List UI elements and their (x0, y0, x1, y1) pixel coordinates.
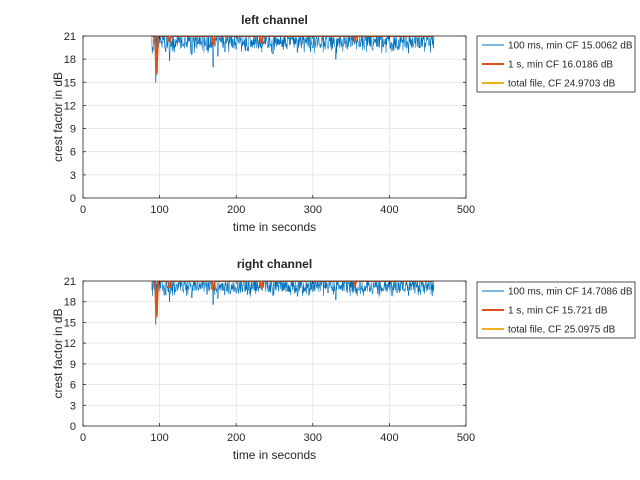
x-tick-label: 0 (80, 432, 86, 444)
x-tick-label: 200 (227, 432, 245, 444)
x-tick-label: 300 (304, 204, 322, 216)
y-axis-label: crest factor in dB (51, 308, 65, 398)
axes-box (82, 35, 467, 199)
y-tick-label: 6 (70, 380, 76, 392)
y-tick-label: 6 (70, 147, 76, 159)
x-tick-label: 0 (80, 204, 86, 216)
chart-title: left channel (241, 13, 308, 27)
x-tick-label: 100 (150, 432, 168, 444)
x-tick-label: 200 (227, 204, 245, 216)
x-axis-label: time in seconds (233, 448, 316, 462)
y-tick-label: 9 (70, 124, 76, 136)
series-1s-line (151, 36, 434, 75)
y-tick-label: 3 (70, 170, 76, 182)
y-tick-label: 18 (64, 54, 76, 66)
x-axis-label: time in seconds (233, 220, 316, 234)
plot-area (83, 281, 466, 426)
y-tick-label: 12 (64, 338, 76, 350)
legend-entry-label: total file, CF 24.9703 dB (508, 79, 616, 90)
legend: 100 ms, min CF 15.0062 dB 1 s, min CF 16.… (476, 35, 636, 93)
y-tick-label: 0 (70, 193, 76, 205)
chart-panel-2: 0 100 200 300 400 500 0 3 6 9 12 15 18 21 right channe… (51, 257, 636, 462)
axes-box (82, 280, 467, 427)
y-tick-label: 9 (70, 359, 76, 371)
legend-entry-label: total file, CF 25.0975 dB (508, 325, 616, 336)
chart-panel-1: 0 100 200 300 400 500 0 3 6 9 12 15 18 21 left channel… (51, 13, 636, 234)
y-tick-label: 12 (64, 100, 76, 112)
y-tick-label: 21 (64, 31, 76, 43)
y-tick-label: 15 (64, 317, 76, 329)
x-tick-label: 400 (380, 204, 398, 216)
y-axis-label: crest factor in dB (51, 72, 65, 162)
legend-entry-label: 1 s, min CF 15.721 dB (508, 306, 608, 317)
y-tick-label: 0 (70, 421, 76, 433)
plot-series (151, 36, 435, 83)
plot-series (151, 281, 435, 325)
x-tick-label: 100 (150, 204, 168, 216)
legend: 100 ms, min CF 14.7086 dB 1 s, min CF 15.… (476, 281, 636, 339)
y-tick-label: 18 (64, 297, 76, 309)
plot-area (83, 36, 466, 198)
legend-entry-label: 100 ms, min CF 14.7086 dB (508, 287, 633, 298)
x-tick-label: 400 (380, 432, 398, 444)
y-tick-label: 21 (64, 276, 76, 288)
y-tick-label: 3 (70, 400, 76, 412)
x-tick-label: 500 (457, 204, 475, 216)
legend-entry-label: 100 ms, min CF 15.0062 dB (508, 41, 633, 52)
x-tick-label: 500 (457, 432, 475, 444)
x-tick-label: 300 (304, 432, 322, 444)
y-tick-label: 15 (64, 77, 76, 89)
chart-title: right channel (237, 257, 312, 271)
series-1s-line (151, 281, 434, 318)
legend-entry-label: 1 s, min CF 16.0186 dB (508, 60, 613, 71)
